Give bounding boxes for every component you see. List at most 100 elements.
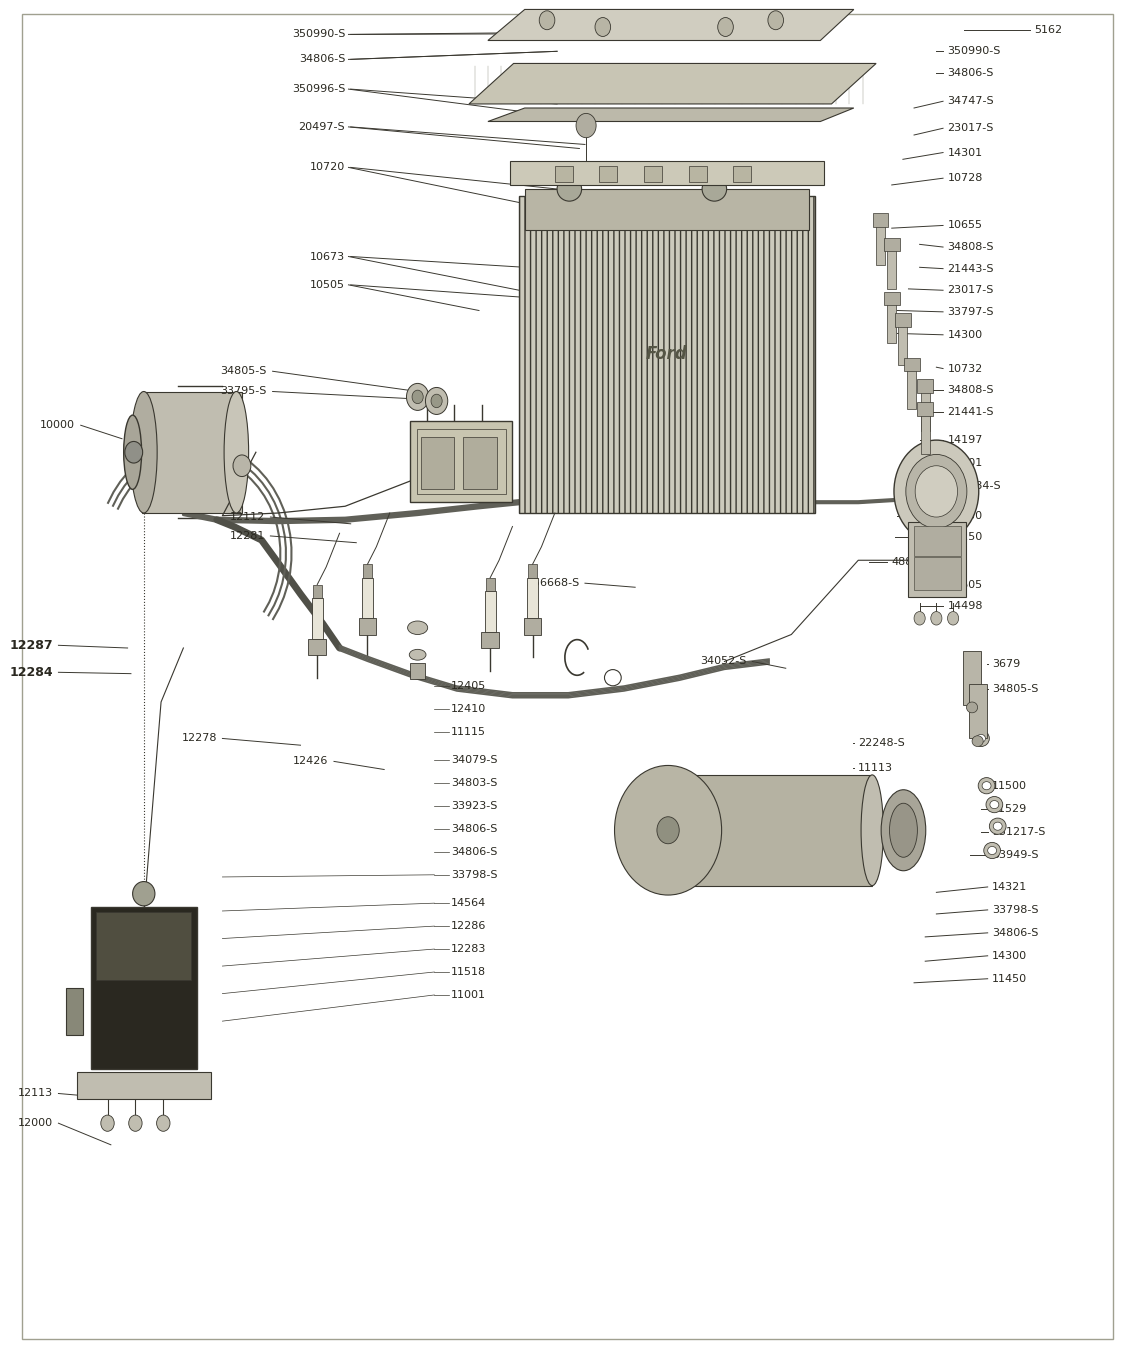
Bar [363, 564, 372, 578]
Text: 34806-S: 34806-S [992, 927, 1038, 938]
Text: 12113: 12113 [18, 1088, 53, 1099]
Bar [361, 578, 373, 618]
Bar [313, 585, 322, 598]
Bar [909, 522, 966, 597]
Text: 34806-S: 34806-S [298, 54, 346, 65]
Bar [142, 392, 242, 513]
Bar [484, 591, 495, 632]
Text: 350990-S: 350990-S [292, 30, 346, 39]
Text: 358284-S: 358284-S [947, 481, 1001, 491]
Text: 10000: 10000 [41, 420, 75, 431]
Text: 12286: 12286 [452, 921, 486, 931]
Circle shape [656, 817, 679, 844]
Ellipse shape [993, 822, 1002, 830]
Text: 11113: 11113 [858, 763, 893, 774]
Text: 12281: 12281 [230, 531, 265, 541]
Text: 3679: 3679 [992, 659, 1020, 670]
Bar [464, 437, 497, 489]
Text: 14498: 14498 [947, 601, 983, 612]
Bar [599, 166, 617, 182]
Bar [312, 598, 323, 639]
Bar [884, 238, 900, 251]
Text: 34052-S: 34052-S [700, 656, 747, 667]
Bar [524, 618, 542, 634]
Bar [904, 358, 920, 371]
Text: 14300: 14300 [992, 950, 1027, 961]
Bar [417, 429, 506, 494]
Ellipse shape [984, 842, 1001, 859]
Polygon shape [468, 63, 876, 104]
Bar [421, 437, 455, 489]
Text: 11529: 11529 [992, 803, 1027, 814]
Ellipse shape [988, 846, 997, 855]
Bar [665, 775, 873, 886]
Bar [899, 321, 908, 365]
Bar [525, 189, 810, 230]
Bar [918, 402, 933, 416]
Ellipse shape [978, 778, 995, 794]
Text: 10732: 10732 [947, 363, 983, 374]
Bar [481, 632, 499, 648]
Text: 350990-S: 350990-S [947, 46, 1001, 55]
Text: 11500: 11500 [992, 780, 1027, 791]
Bar [410, 421, 512, 502]
Text: 11518: 11518 [452, 967, 486, 977]
Circle shape [128, 1115, 142, 1131]
Circle shape [539, 11, 555, 30]
Ellipse shape [990, 801, 999, 809]
Circle shape [931, 612, 942, 625]
Text: 22248-S: 22248-S [858, 737, 905, 748]
Text: 48843-S: 48843-S [892, 556, 938, 567]
Ellipse shape [986, 796, 1003, 813]
Text: 33798-S: 33798-S [992, 904, 1038, 915]
Text: 34079-S: 34079-S [452, 755, 498, 765]
Text: 10850: 10850 [947, 510, 983, 521]
Ellipse shape [703, 177, 726, 201]
Ellipse shape [224, 392, 249, 513]
Bar [555, 166, 573, 182]
Text: 12250: 12250 [947, 532, 983, 543]
Circle shape [905, 455, 967, 528]
Text: 12284: 12284 [9, 666, 53, 679]
Text: 33795-S: 33795-S [221, 386, 267, 397]
Text: 34803-S: 34803-S [452, 778, 498, 788]
Bar [527, 578, 538, 618]
Circle shape [894, 440, 978, 543]
Text: 10505: 10505 [310, 279, 346, 290]
Text: 12405: 12405 [452, 680, 486, 691]
Ellipse shape [131, 392, 158, 513]
Text: 12278: 12278 [181, 733, 217, 744]
Text: 14321: 14321 [992, 882, 1027, 892]
Text: 12000: 12000 [18, 1118, 53, 1129]
Text: 34808-S: 34808-S [947, 385, 994, 396]
Text: 350996-S: 350996-S [292, 84, 346, 95]
Ellipse shape [409, 649, 426, 660]
Ellipse shape [982, 782, 991, 790]
Ellipse shape [557, 177, 582, 201]
Bar [510, 161, 824, 185]
Bar [485, 578, 494, 591]
Text: 34805-S: 34805-S [221, 366, 267, 377]
Text: 34805-S: 34805-S [992, 683, 1038, 694]
Bar [309, 639, 327, 655]
Text: 351217-S: 351217-S [992, 826, 1046, 837]
Text: 11115: 11115 [452, 726, 486, 737]
Circle shape [426, 387, 448, 414]
Text: 14564: 14564 [452, 898, 486, 909]
Bar [410, 663, 426, 679]
Text: 11001: 11001 [452, 990, 486, 1000]
Text: 11450: 11450 [992, 973, 1027, 984]
Text: 14197: 14197 [947, 435, 983, 446]
Text: 10720: 10720 [310, 162, 346, 173]
Ellipse shape [882, 790, 926, 871]
Polygon shape [488, 9, 854, 40]
Bar [968, 684, 986, 738]
Text: 14401: 14401 [947, 458, 983, 468]
Text: 10655: 10655 [947, 220, 983, 231]
Text: 12410: 12410 [452, 703, 486, 714]
Circle shape [947, 612, 958, 625]
Bar [519, 196, 815, 513]
Text: 5162: 5162 [1035, 24, 1063, 35]
Bar [918, 379, 933, 393]
Circle shape [412, 390, 423, 404]
